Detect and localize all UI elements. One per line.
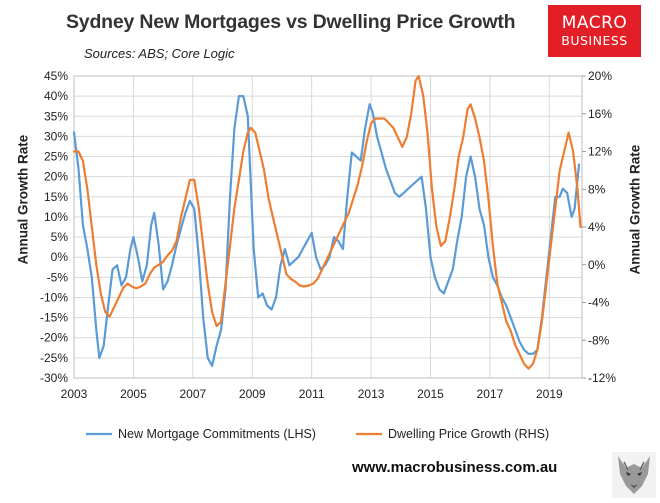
y-left-tick-label: -15% (40, 311, 68, 325)
series-line-dwelling-price-growth (72, 74, 582, 370)
legend-item-dwelling-price-growth: Dwelling Price Growth (RHS) (388, 427, 549, 441)
macrobusiness-logo: MACRO BUSINESS (548, 5, 641, 57)
chart-title: Sydney New Mortgages vs Dwelling Price G… (66, 11, 516, 33)
y-left-tick-label: 30% (44, 129, 68, 143)
legend-item-new-mortgage-commitments: New Mortgage Commitments (LHS) (118, 427, 316, 441)
x-tick-label: 2011 (299, 387, 325, 401)
logo-line1: MACRO (561, 13, 628, 33)
y-left-tick-label: 20% (44, 170, 68, 184)
y-right-tick-label: 8% (588, 182, 606, 196)
y-left-tick-label: -20% (40, 331, 68, 345)
logo-line2: BUSINESS (561, 33, 628, 48)
y-left-tick-label: 45% (44, 69, 68, 83)
website-url: www.macrobusiness.com.au (352, 459, 558, 476)
y-left-tick-label: -25% (40, 351, 68, 365)
y-left-tick-label: -5% (47, 270, 69, 284)
y-left-tick-label: -30% (40, 371, 68, 385)
y-right-tick-label: -4% (588, 296, 610, 310)
y-left-tick-label: 35% (44, 109, 68, 123)
y-left-tick-label: 25% (44, 150, 68, 164)
y-right-tick-label: 12% (588, 145, 612, 159)
y-right-tick-label: 20% (588, 69, 612, 83)
y-right-tick-label: 4% (588, 220, 606, 234)
y-left-tick-label: 15% (44, 190, 68, 204)
x-tick-label: 2017 (477, 387, 504, 401)
x-tick-label: 2003 (61, 387, 88, 401)
y-left-tick-label: -10% (40, 290, 68, 304)
y-right-tick-label: 0% (588, 258, 606, 272)
y-left-tick-label: 10% (44, 210, 68, 224)
y-left-tick-label: 40% (44, 89, 68, 103)
y-left-tick-label: 0% (51, 250, 69, 264)
y-left-tick-label: 5% (51, 230, 69, 244)
x-tick-label: 2013 (358, 387, 385, 401)
x-tick-label: 2005 (120, 387, 147, 401)
x-tick-label: 2015 (417, 387, 444, 401)
y-right-tick-label: 16% (588, 107, 612, 121)
chart-subtitle: Sources: ABS; Core Logic (84, 46, 235, 61)
y-right-tick-label: -12% (588, 371, 616, 385)
wolf-logo-icon (612, 452, 656, 498)
x-tick-label: 2007 (179, 387, 206, 401)
x-tick-label: 2019 (536, 387, 563, 401)
y-right-tick-label: -8% (588, 333, 610, 347)
x-tick-label: 2009 (239, 387, 266, 401)
